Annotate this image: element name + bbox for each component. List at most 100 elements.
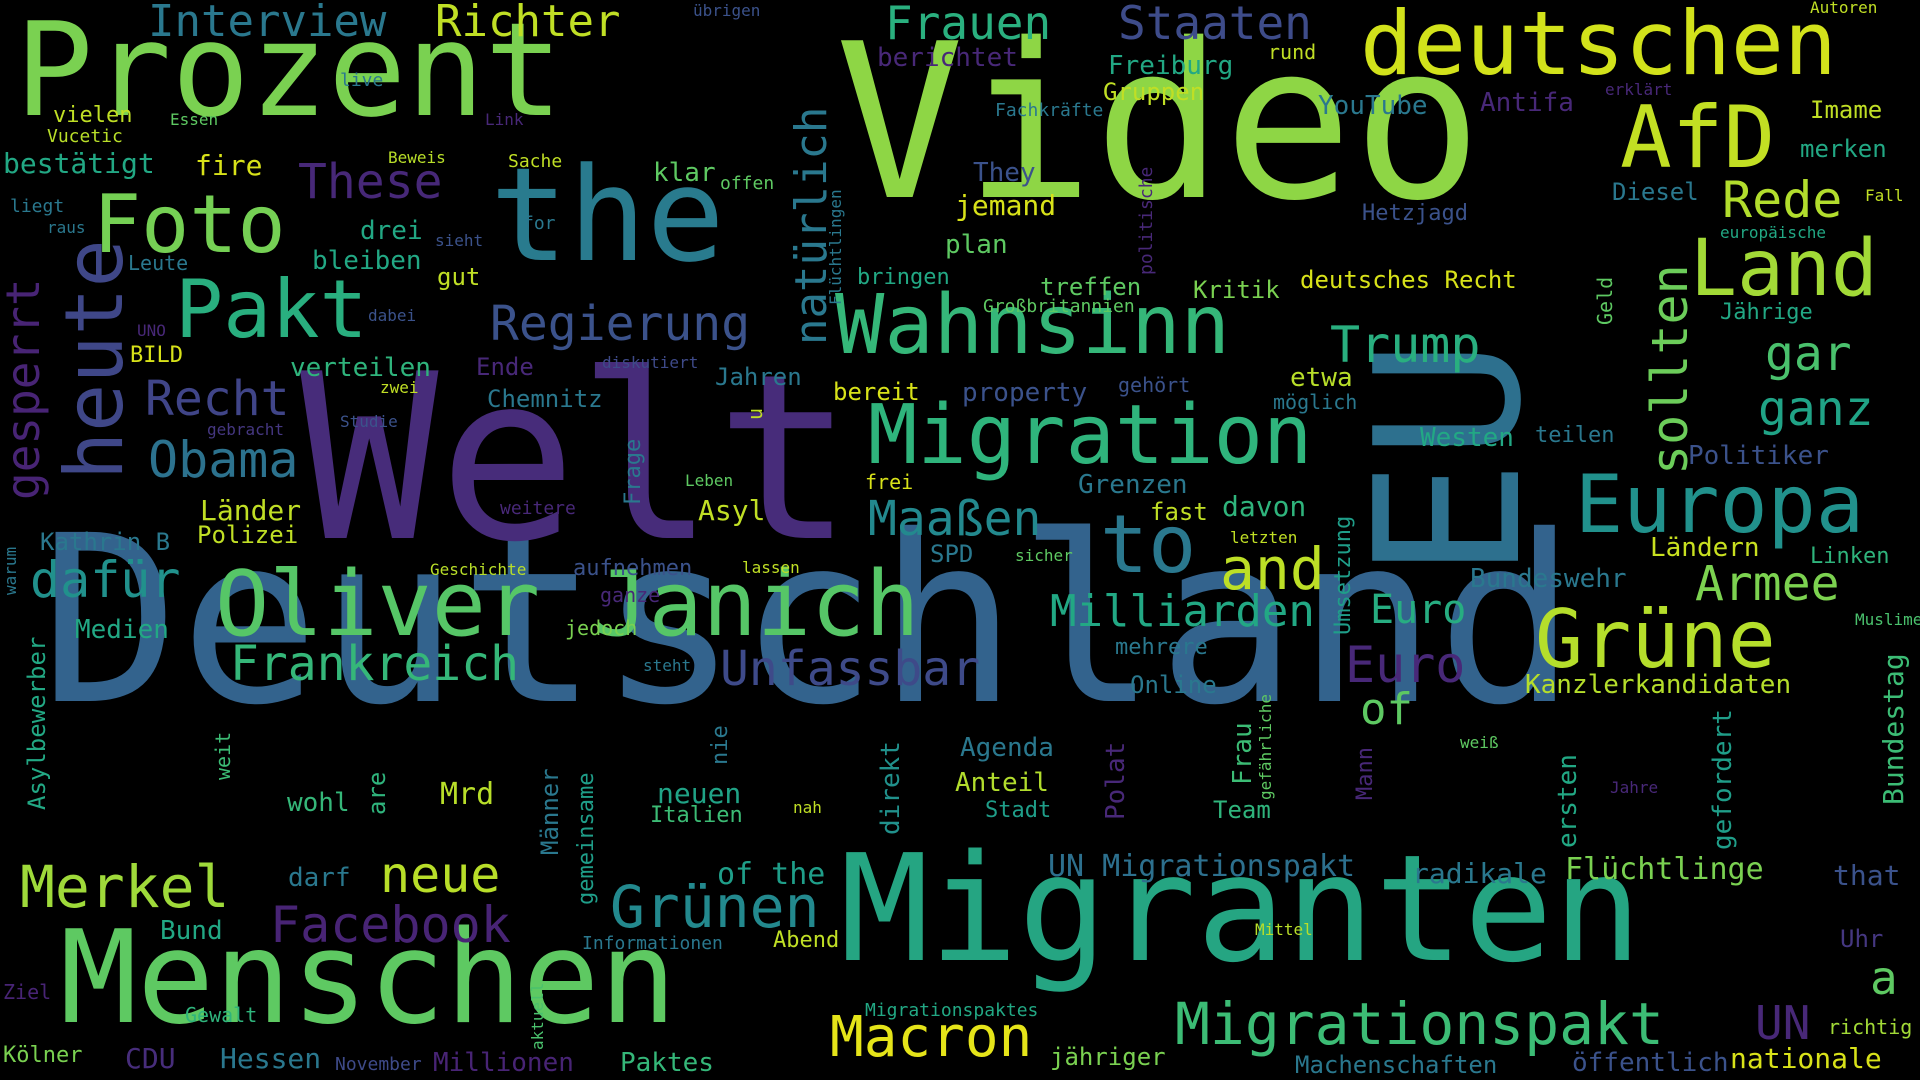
word-menschen: Menschen <box>60 904 677 1053</box>
word-bundeswehr: Bundeswehr <box>1470 564 1627 594</box>
word-video: Video <box>835 0 1483 248</box>
word-gemeinsame: gemeinsame <box>574 772 599 905</box>
word-lassen: lassen <box>742 558 800 577</box>
word-mehrere: mehrere <box>1115 635 1208 660</box>
word-unfassbar: Unfassbar <box>720 641 981 697</box>
word-millionen: Millionen <box>433 1048 574 1078</box>
word-link: Link <box>485 110 524 129</box>
word-politiker: Politiker <box>1688 441 1829 471</box>
word-laender: Länder <box>200 494 302 527</box>
word-milliarden: Milliarden <box>1050 586 1315 637</box>
word-polat: Polat <box>1101 741 1131 820</box>
word-essen: Essen <box>170 110 219 129</box>
word-merkel: Merkel <box>20 853 230 921</box>
word-that: that <box>1833 859 1901 892</box>
word-wohl: wohl <box>287 788 350 818</box>
word-land: Land <box>1690 224 1878 314</box>
word-diesel: Diesel <box>1612 178 1699 206</box>
word-kritik: Kritik <box>1193 276 1280 304</box>
word-grossbritannien: Großbritannien <box>983 296 1135 317</box>
word-ziel: Ziel <box>3 980 52 1004</box>
word-gefaehrliche: gefährliche <box>1256 694 1275 800</box>
word-facebook: Facebook <box>270 896 511 954</box>
word-obama: Obama <box>148 431 299 489</box>
word-paktes: Paktes <box>620 1048 714 1078</box>
word-kanzlerkandidaten: Kanzlerkandidaten <box>1525 670 1792 700</box>
word-bereit: bereit <box>833 378 920 406</box>
word-mann: Mann <box>1353 747 1378 800</box>
word-weitere: weitere <box>500 498 576 519</box>
word-liegt: liegt <box>10 196 65 217</box>
word-weiss: weiß <box>1460 733 1499 752</box>
word-drei: drei <box>360 216 423 246</box>
word-informationen: Informationen <box>582 933 723 954</box>
word-for: for <box>523 213 556 234</box>
word-oeffentlich: öffentlich <box>1572 1048 1729 1078</box>
word-warum: warum <box>1 546 20 595</box>
word-eu: EU <box>1333 339 1566 580</box>
word-asylbewerber: Asylbewerber <box>23 636 51 810</box>
word-umsetzung: Umsetzung <box>1331 515 1356 635</box>
word-jaehrige: Jährige <box>1720 300 1813 325</box>
word-rede: Rede <box>1722 171 1843 229</box>
word-geschichte: Geschichte <box>430 560 527 579</box>
word-oliver-janich: Oliver Janich <box>215 552 920 657</box>
word-bestaetigt: bestätigt <box>3 147 155 180</box>
word-bund: Bund <box>160 916 223 946</box>
word-verteilen: verteilen <box>290 353 431 383</box>
word-gruenen: Grünen <box>610 873 820 941</box>
word-maassen: Maaßen <box>868 491 1042 547</box>
word-migrationspaktes: Migrationspaktes <box>865 1000 1039 1021</box>
word-heute: heute <box>48 239 141 480</box>
word-europa: Europa <box>1575 458 1864 551</box>
word-treffen: treffen <box>1040 273 1142 301</box>
word-un: UN <box>1755 996 1811 1050</box>
word-moeglich: möglich <box>1273 390 1358 414</box>
word-mittel: Mittel <box>1255 920 1313 939</box>
word-weit: weit <box>211 731 235 780</box>
word-hessen: Hessen <box>220 1042 322 1075</box>
word-deutschland: Deutschland <box>40 486 1577 756</box>
word-fachkraefte: Fachkräfte <box>995 100 1104 121</box>
word-vielen: vielen <box>53 103 133 128</box>
word-stadt: Stadt <box>985 798 1052 823</box>
word-studie: Studie <box>340 412 398 431</box>
word-ende: Ende <box>476 353 534 381</box>
word-laendern: Ländern <box>1650 533 1760 563</box>
word-mrd: Mrd <box>440 777 495 812</box>
word-medien: Medien <box>75 615 169 645</box>
word-frankreich: Frankreich <box>230 636 519 692</box>
word-berichtet: berichtet <box>877 43 1018 73</box>
word-rund: rund <box>1268 40 1317 64</box>
word-muslime: Muslime <box>1855 610 1920 629</box>
word-ersten: ersten <box>1553 754 1583 848</box>
word-property: property <box>962 378 1088 408</box>
word-jahren: Jahren <box>715 363 802 391</box>
word-to: to <box>1100 498 1197 591</box>
word-linken: Linken <box>1810 544 1890 569</box>
word-maenner: Männer <box>536 768 564 855</box>
word-abend: Abend <box>773 928 840 953</box>
word-nie: nie <box>708 725 733 765</box>
word-teilen: teilen <box>1535 423 1615 448</box>
word-diskutiert: diskutiert <box>602 353 699 372</box>
word-uhr: Uhr <box>1840 925 1884 953</box>
word-asyl: Asyl <box>698 494 766 527</box>
word-the: the <box>490 139 725 291</box>
word-fire: fire <box>195 149 263 182</box>
word-jahre: Jahre <box>1610 778 1659 797</box>
word-vucetic: Vucetic <box>47 126 123 147</box>
word-gefordert: gefordert <box>1708 709 1738 850</box>
word-neuen: neuen <box>657 777 742 810</box>
word-leben: Leben <box>685 471 734 490</box>
word-merken: merken <box>1800 135 1887 163</box>
word-team: Team <box>1213 796 1271 824</box>
word-freiburg: Freiburg <box>1108 51 1234 81</box>
word-un-migrationspakt: UN Migrationspakt <box>1048 849 1356 884</box>
word-richtig: richtig <box>1828 1015 1913 1039</box>
word-direkt: direkt <box>876 741 906 835</box>
word-gebracht: gebracht <box>207 420 285 439</box>
word-geld: Geld <box>1593 276 1617 325</box>
word-italien: Italien <box>650 803 743 828</box>
word-armee: Armee <box>1695 556 1840 612</box>
